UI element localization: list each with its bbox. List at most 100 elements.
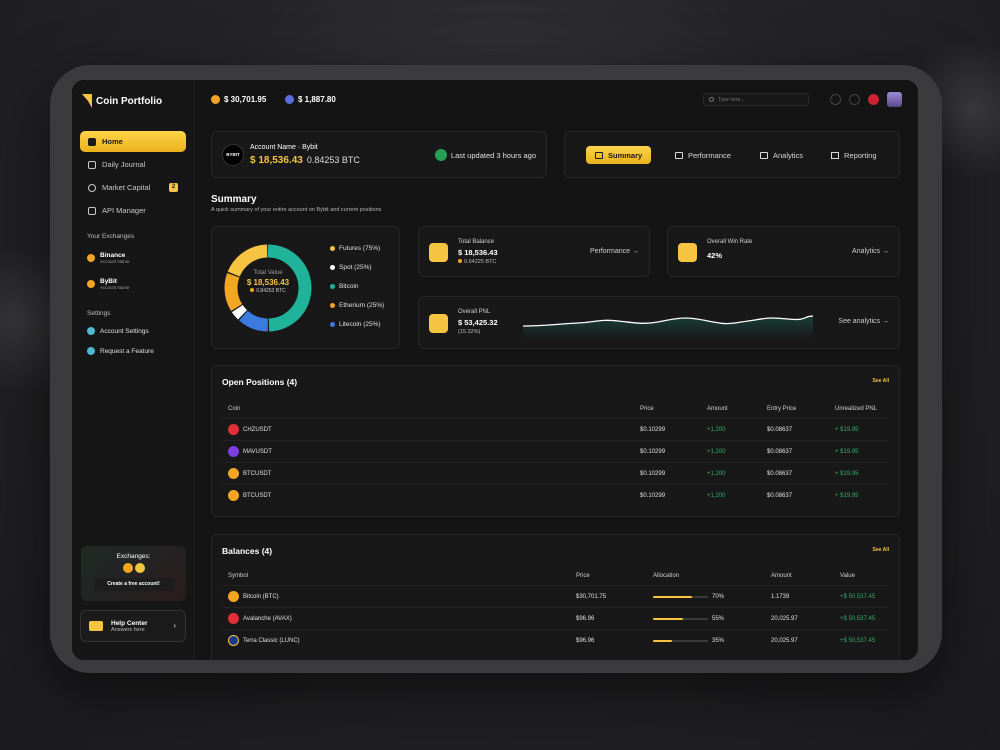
allocation-percent: 70% [712, 594, 725, 600]
grid-icon [88, 137, 96, 146]
help-title: Help Center [111, 619, 148, 627]
symbol-cell: Avalanche (AVAX) [228, 613, 292, 624]
sidebar-item-label: Daily Journal [102, 160, 146, 169]
refresh-icon[interactable] [434, 149, 447, 161]
amount-cell: +1,200 [707, 427, 726, 433]
win-rate-label: Overall Win Rate [707, 239, 753, 245]
amount-cell: 1.1739 [771, 594, 790, 600]
chiliz-icon [228, 424, 239, 435]
column-header: Unrealized PNL [835, 406, 878, 412]
coin-symbol: MAVUSDT [243, 448, 272, 455]
btc-price: $ 30,701.95 [224, 95, 267, 104]
legend-dot [330, 265, 335, 270]
sparkline-line [523, 315, 813, 327]
account-value: $ 18,536.43 0.84253 BTC [250, 155, 360, 166]
price-cell: $0.10299 [640, 493, 666, 499]
pnl-cell: + $19.95 [835, 449, 859, 455]
column-header: Coin [228, 406, 241, 412]
coin-portfolio-logo-icon [82, 94, 92, 108]
column-header: Symbol [228, 573, 249, 579]
feature-icon [87, 347, 95, 355]
coin-symbol: CHZUSDT [243, 426, 272, 433]
eye-icon[interactable] [849, 94, 860, 105]
create-account-button[interactable]: Create a free account! [93, 578, 174, 591]
settings-heading: Settings [87, 310, 111, 317]
tab-label: Performance [688, 150, 731, 160]
column-header: Price [576, 573, 590, 579]
maverick-icon [228, 446, 239, 457]
positions-see-all-link[interactable]: See All [872, 378, 890, 384]
performance-link[interactable]: Performance → [589, 248, 639, 255]
legend-item: Etherium (25%) [330, 302, 384, 309]
tabs-card: Summary Performance Analytics Reporting [564, 131, 900, 178]
amount-cell: +1,200 [707, 471, 726, 477]
sidebar-item-daily-journal[interactable]: Daily Journal [80, 154, 186, 175]
tab-performance[interactable]: Performance [675, 146, 731, 164]
table-row[interactable]: MAVUSDT $0.10299 +1,200 $0.08637 + $19.9… [222, 440, 889, 462]
column-header: Entry Price [767, 406, 797, 412]
us-flag-icon[interactable] [868, 94, 879, 105]
entry-price-cell: $0.08637 [767, 471, 793, 477]
table-row[interactable]: Avalanche (AVAX) $96.96 55% 20,025.97 +$… [222, 607, 889, 629]
exchange-name: ByBit [100, 278, 117, 285]
table-row[interactable]: Terra Classic (LUNC) $96.96 35% 20,025.9… [222, 629, 889, 651]
help-center-card[interactable]: Help Center Answers here › [80, 610, 186, 642]
exchange-account: Account Name [100, 259, 130, 264]
wallet-icon [429, 243, 448, 262]
journal-icon [88, 160, 96, 169]
see-analytics-link[interactable]: See analytics → [838, 318, 889, 325]
sidebar-item-market-capital[interactable]: Market Capital 2 [80, 177, 186, 198]
allocation-percent: 55% [712, 616, 725, 622]
sidebar: Coin Portfolio Home Daily Journal Market… [72, 80, 195, 660]
bitcoin-icon [228, 468, 239, 479]
tab-label: Reporting [844, 150, 877, 160]
table-row[interactable]: BTCUSDT $0.10299 +1,200 $0.08637 + $19.9… [222, 462, 889, 484]
sidebar-item-request-feature[interactable]: Request a Feature [87, 347, 154, 355]
exchange-item-binance[interactable]: Binance Account Name [87, 252, 130, 264]
table-row[interactable]: CHZUSDT $0.10299 +1,200 $0.08637 + $19.9… [222, 418, 889, 440]
exchange-item-bybit[interactable]: ByBit Account Name [87, 278, 130, 290]
positions-title: Open Positions (4) [222, 377, 298, 387]
theme-toggle-icon[interactable] [830, 94, 841, 105]
pnl-value: $ 53,425.32 [458, 318, 498, 327]
tab-reporting[interactable]: Reporting [831, 146, 877, 164]
sidebar-item-account-settings[interactable]: Account Settings [87, 327, 149, 335]
table-row[interactable]: Bitcoin (BTC) $30,701.75 70% 1.1739 +$ 5… [222, 585, 889, 607]
donut-center-btc: 0.84253 BTC [218, 288, 318, 294]
avatar[interactable] [887, 92, 902, 107]
legend-dot [330, 303, 335, 308]
amount-cell: +1,200 [707, 493, 726, 499]
balances-see-all-link[interactable]: See All [872, 547, 890, 553]
tab-analytics[interactable]: Analytics [760, 146, 803, 164]
allocation-fill [653, 640, 673, 642]
pnl-sparkline [523, 315, 813, 339]
count-badge: 2 [169, 183, 178, 192]
search-input[interactable] [718, 96, 808, 103]
sidebar-item-home[interactable]: Home [80, 131, 186, 152]
sidebar-item-label: API Manager [102, 206, 146, 215]
value-cell: +$ 50,537.45 [840, 616, 876, 622]
eth-price: $ 1,887.80 [298, 95, 336, 104]
symbol-name: Terra Classic (LUNC) [243, 637, 300, 644]
sidebar-item-api-manager[interactable]: API Manager [80, 200, 186, 221]
document-icon [760, 151, 768, 159]
column-header: Amount [707, 406, 728, 412]
win-rate-value: 42% [707, 251, 723, 260]
analytics-link[interactable]: Analytics → [852, 248, 889, 255]
account-btc: 0.84253 BTC [306, 155, 360, 165]
brand[interactable]: Coin Portfolio [82, 94, 162, 108]
terra-classic-icon [228, 635, 239, 646]
column-header: Value [840, 573, 855, 579]
coin-symbol: BTCUSDT [243, 470, 272, 477]
value-cell: +$ 50,537.45 [840, 638, 876, 644]
bitcoin-icon [228, 591, 239, 602]
donut-btc-text: 0.84253 BTC [256, 288, 286, 294]
sidebar-nav: Home Daily Journal Market Capital 2 API … [80, 131, 186, 223]
pnl-cell: + $19.95 [835, 493, 859, 499]
legend-label: Spot (25%) [339, 264, 372, 271]
sidebar-item-label: Home [102, 137, 123, 146]
donut-center-label: Total Value [253, 270, 283, 276]
tab-summary[interactable]: Summary [586, 146, 652, 164]
search-box[interactable] [703, 93, 809, 106]
table-row[interactable]: BTCUSDT $0.10299 +1,200 $0.08637 + $19.9… [222, 484, 889, 506]
